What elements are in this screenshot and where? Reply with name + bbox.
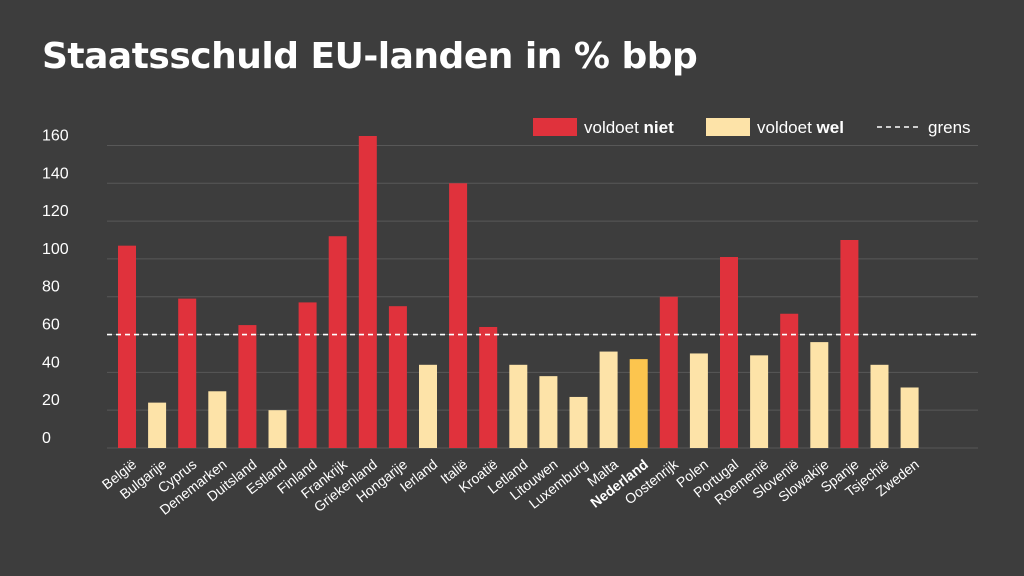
bar-8 xyxy=(358,136,377,448)
legend-label: grens xyxy=(928,118,971,137)
bar-14 xyxy=(539,376,558,448)
chart-title: Staatsschuld EU-landen in % bbp xyxy=(42,36,698,77)
bar-16 xyxy=(599,351,618,448)
bar-21 xyxy=(750,355,769,448)
bar-25 xyxy=(870,364,889,448)
legend-label: voldoet niet xyxy=(584,118,674,137)
bar-18 xyxy=(659,296,678,448)
bar-11 xyxy=(449,183,468,449)
bar-17 xyxy=(629,359,648,448)
bar-20 xyxy=(720,257,738,448)
legend: voldoet niet voldoet wel grens xyxy=(533,118,971,137)
bar-1 xyxy=(148,402,167,448)
bar-19 xyxy=(689,353,708,448)
bar-3 xyxy=(208,391,227,448)
legend-swatch xyxy=(533,118,577,136)
bar-5 xyxy=(268,410,287,448)
bar-2 xyxy=(178,298,197,448)
bar-0 xyxy=(118,245,136,448)
bar-24 xyxy=(840,240,859,448)
bar-6 xyxy=(298,302,317,448)
y-tick-label: 100 xyxy=(42,241,69,258)
bar-23 xyxy=(810,342,829,448)
bar-26 xyxy=(900,387,919,448)
bar-10 xyxy=(419,364,437,448)
y-axis-ticks: 0 20 40 60 80 100 120 140 160 xyxy=(42,127,69,447)
y-tick-label: 120 xyxy=(42,203,69,220)
y-tick-label: 20 xyxy=(42,392,60,409)
bar-9 xyxy=(388,306,407,448)
y-tick-label: 160 xyxy=(42,127,69,144)
legend-label: voldoet wel xyxy=(757,118,844,137)
y-tick-label: 140 xyxy=(42,165,69,182)
bars xyxy=(118,136,919,449)
y-tick-label: 0 xyxy=(42,430,51,447)
y-tick-label: 60 xyxy=(42,317,60,334)
y-tick-label: 40 xyxy=(42,354,60,371)
legend-swatch xyxy=(706,118,750,136)
bar-7 xyxy=(328,236,347,448)
bar-13 xyxy=(509,364,528,448)
bar-22 xyxy=(780,313,799,448)
y-tick-label: 80 xyxy=(42,279,60,296)
bar-15 xyxy=(569,396,588,448)
x-axis-labels: BelgiëBulgarijeCyprusDenemarkenDuitsland… xyxy=(99,455,922,518)
bar-12 xyxy=(479,326,498,448)
bar-4 xyxy=(238,325,257,448)
